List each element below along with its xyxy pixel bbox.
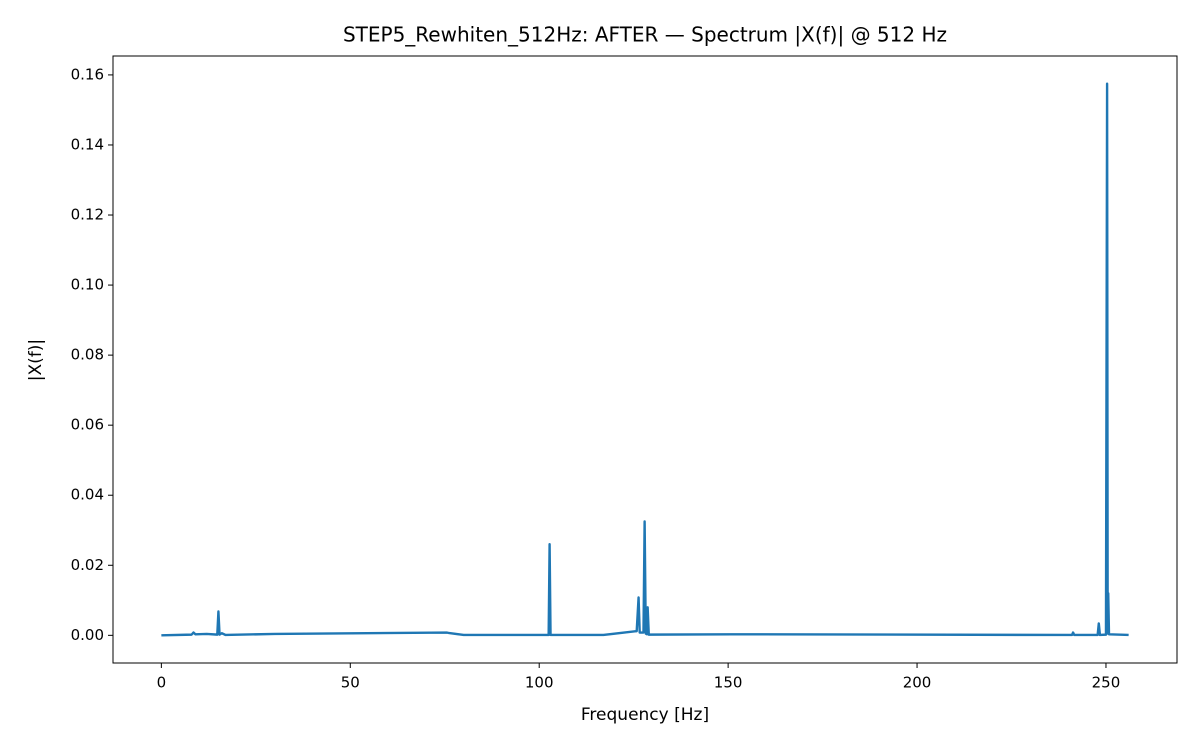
data-line [161,82,1129,637]
y-tick-label: 0.02 [71,556,104,574]
y-tick-label: 0.14 [71,135,104,153]
x-tick-label: 50 [341,674,360,692]
y-tick-label: 0.16 [71,65,104,83]
y-tick-label: 0.10 [71,276,104,294]
y-tick-label: 0.04 [71,486,104,504]
chart-title: STEP5_Rewhiten_512Hz: AFTER — Spectrum |… [343,23,947,47]
y-tick-label: 0.00 [71,626,104,644]
x-tick-label: 0 [157,674,167,692]
x-tick-label: 100 [525,674,554,692]
y-tick-label: 0.12 [71,206,104,224]
y-tick-label: 0.06 [71,416,104,434]
plot-frame [112,55,1178,664]
y-axis-label: |X(f)| [26,339,46,381]
x-axis-label: Frequency [Hz] [581,705,709,725]
x-tick-label: 250 [1092,674,1121,692]
x-tick-label: 200 [903,674,932,692]
y-tick-label: 0.08 [71,346,104,364]
x-tick-label: 150 [714,674,743,692]
